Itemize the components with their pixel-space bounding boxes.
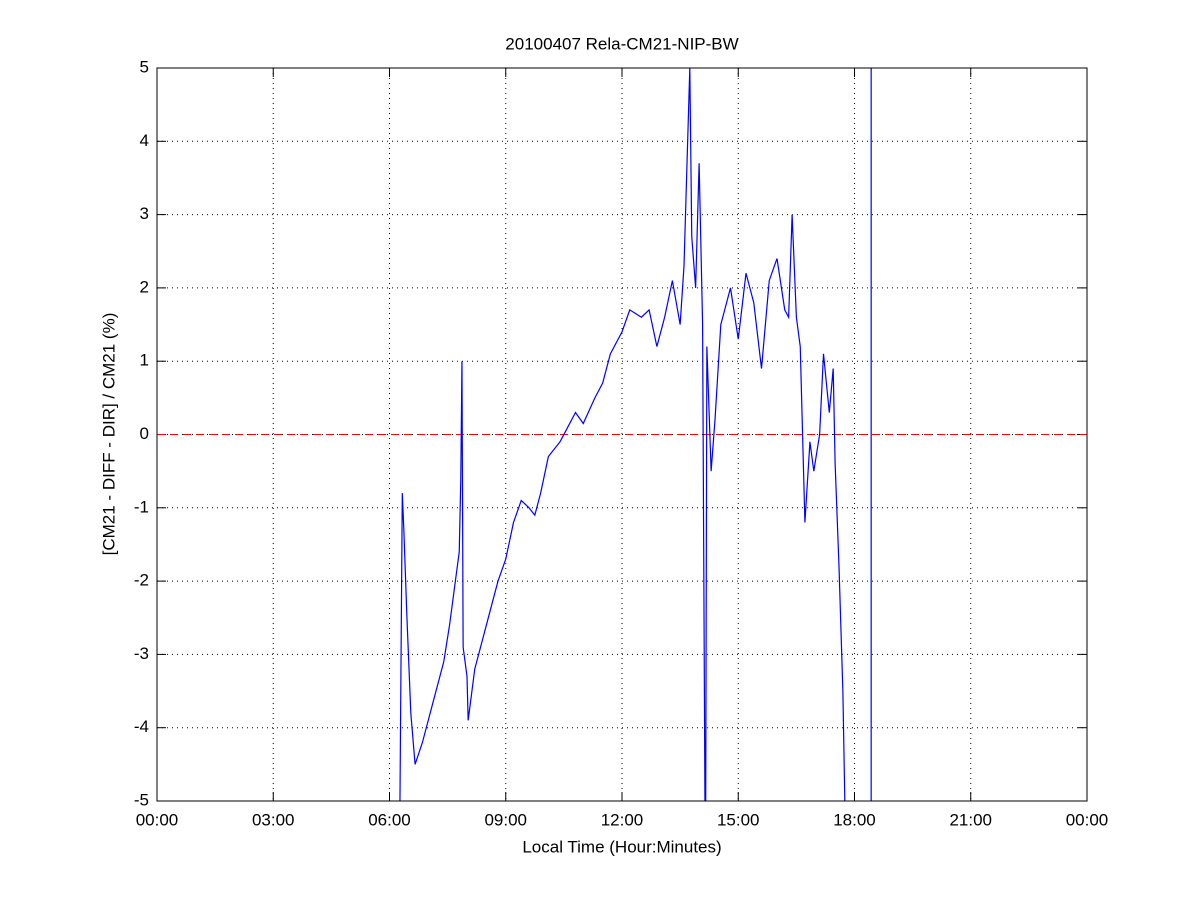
plot-frame (156, 67, 1088, 802)
y-tick-label: 3 (140, 204, 149, 223)
y-tick-label: -1 (134, 497, 149, 516)
x-tick-label: 09:00 (484, 810, 527, 829)
x-tick-label: 12:00 (601, 810, 644, 829)
y-tick-label: -2 (134, 571, 149, 590)
y-tick-label: -3 (134, 644, 149, 663)
x-tick-label: 00:00 (136, 810, 179, 829)
y-tick-label: 5 (140, 57, 149, 76)
data-line (399, 68, 872, 801)
y-tick-label: 0 (140, 424, 149, 443)
x-axis-label: Local Time (Hour:Minutes) (522, 837, 721, 856)
x-tick-label: 00:00 (1066, 810, 1109, 829)
y-tick-label: 2 (140, 277, 149, 296)
x-tick-label: 03:00 (252, 810, 295, 829)
y-tick-label: 4 (140, 131, 149, 150)
y-tick-label: 1 (140, 351, 149, 370)
y-tick-label: -4 (134, 717, 149, 736)
y-axis-label: [CM21 - DIFF - DIR] / CM21 (%) (99, 313, 118, 556)
y-tick-label: -5 (134, 790, 149, 809)
chart-title: 20100407 Rela-CM21-NIP-BW (505, 34, 738, 53)
x-tick-label: 21:00 (949, 810, 992, 829)
x-tick-label: 18:00 (833, 810, 876, 829)
x-tick-label: 06:00 (368, 810, 411, 829)
x-tick-label: 15:00 (717, 810, 760, 829)
